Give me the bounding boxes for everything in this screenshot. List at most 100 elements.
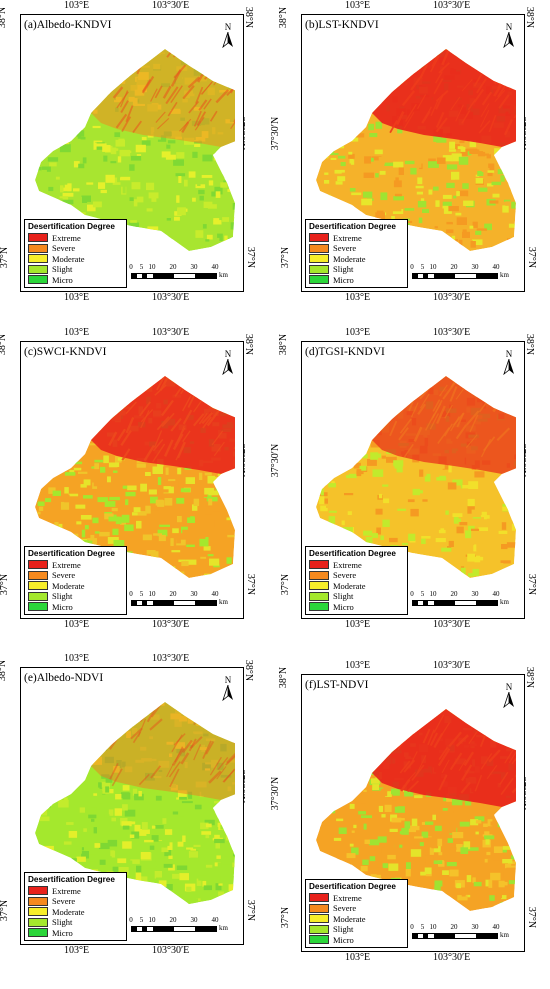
latitude-label: 38°N — [243, 6, 255, 29]
legend-label: Micro — [333, 934, 354, 945]
scale-tick: 10 — [148, 263, 156, 271]
legend-label: Extreme — [52, 232, 81, 243]
legend-label: Extreme — [52, 559, 81, 570]
legend-item: Moderate — [28, 907, 123, 918]
legend-swatch — [28, 907, 48, 917]
legend-item: Severe — [309, 903, 404, 914]
scale-tick: 0 — [410, 923, 414, 931]
legend-item: Slight — [309, 591, 404, 602]
legend-swatch — [309, 254, 329, 264]
latitude-label: 38°N — [278, 6, 290, 29]
map-legend: Desertification Degree Extreme Severe Moder… — [24, 871, 127, 941]
map-frame: (d)TGSI-KNDVI N Desertification Degree Extr… — [301, 341, 525, 619]
legend-label: Slight — [333, 924, 354, 935]
latitude-label: 37°N — [526, 246, 538, 269]
legend-swatch — [309, 570, 329, 580]
map-frame: (a)Albedo-KNDVI N Desertification Degree Ex… — [20, 14, 244, 292]
longitude-label: 103°E — [345, 327, 371, 338]
latitude-label: 37°N — [0, 899, 11, 922]
scale-tick: 5 — [420, 923, 425, 931]
panel-title: (f)LST-NDVI — [305, 679, 369, 691]
latitude-label: 37°N — [0, 246, 11, 269]
map-frame: (b)LST-KNDVI N Desertification Degree Extre… — [301, 14, 525, 292]
latitude-label: 38°N — [0, 333, 9, 356]
legend-item: Extreme — [309, 560, 404, 571]
latitude-label: 37°30′N — [270, 443, 282, 478]
scale-tick: 40 — [492, 263, 500, 271]
legend-swatch — [28, 602, 48, 612]
map-frame: (e)Albedo-NDVI N Desertification Degree Ext… — [20, 667, 244, 945]
scale-bar: 0 5 10 20 30 40 km — [410, 263, 509, 283]
legend-item: Moderate — [309, 581, 404, 592]
latitude-label: 37°N — [526, 573, 538, 596]
legend-label: Slight — [52, 591, 73, 602]
legend-swatch — [309, 914, 329, 924]
longitude-label: 103°E — [64, 327, 90, 338]
north-arrow-icon: N — [502, 23, 516, 49]
scale-unit: km — [219, 924, 228, 932]
scale-bar: 0 5 10 20 30 40 km — [129, 263, 228, 283]
legend-item: Moderate — [309, 254, 404, 265]
latitude-label: 38°N — [278, 333, 290, 356]
longitude-label: 103°E — [345, 660, 371, 671]
scale-tick: 30 — [190, 590, 198, 598]
north-arrow-icon: N — [221, 676, 235, 702]
legend-swatch — [309, 264, 329, 274]
scale-tick: 0 — [129, 916, 133, 924]
map-frame: (c)SWCI-KNDVI N Desertification Degree Extr… — [20, 341, 244, 619]
north-arrow-icon: N — [502, 683, 516, 709]
legend-label: Severe — [52, 243, 76, 254]
longitude-label: 103°30′E — [433, 952, 471, 963]
latitude-label: 37°N — [245, 573, 257, 596]
north-arrow-icon: N — [221, 23, 235, 49]
latitude-label: 37°30′N — [270, 776, 282, 811]
longitude-label: 103°30′E — [433, 292, 471, 303]
legend-swatch — [309, 924, 329, 934]
legend-swatch — [28, 928, 48, 938]
latitude-label: 38°N — [243, 659, 255, 682]
scale-tick: 40 — [492, 590, 500, 598]
legend-item: Slight — [28, 591, 123, 602]
legend-item: Slight — [28, 917, 123, 928]
legend-swatch — [309, 591, 329, 601]
longitude-label: 103°E — [345, 952, 371, 963]
map-panel: 103°E103°30′E103°E103°30′E38°N37°30′N37°… — [0, 653, 261, 957]
scale-tick: 30 — [471, 923, 479, 931]
longitude-label: 103°E — [64, 945, 90, 956]
legend-swatch — [28, 233, 48, 243]
latitude-label: 37°N — [526, 906, 538, 929]
scale-bar: 0 5 10 20 30 40 km — [410, 590, 509, 610]
longitude-label: 103°30′E — [152, 653, 190, 664]
legend-label: Micro — [52, 927, 73, 938]
panel-title: (e)Albedo-NDVI — [24, 672, 104, 684]
legend-item: Severe — [28, 896, 123, 907]
legend-title: Desertification Degree — [28, 874, 115, 884]
longitude-label: 103°E — [64, 292, 90, 303]
north-arrow-icon: N — [221, 350, 235, 376]
longitude-label: 103°E — [64, 0, 90, 11]
legend-label: Extreme — [333, 232, 362, 243]
panel-title: (c)SWCI-KNDVI — [24, 346, 107, 358]
legend-label: Moderate — [333, 580, 366, 591]
legend-swatch — [28, 570, 48, 580]
scale-tick: 5 — [420, 590, 425, 598]
scale-tick: 40 — [211, 916, 219, 924]
scale-unit: km — [500, 931, 509, 939]
longitude-label: 103°30′E — [152, 0, 190, 11]
legend-label: Moderate — [52, 906, 85, 917]
legend-item: Micro — [309, 935, 404, 946]
north-arrow-icon: N — [502, 350, 516, 376]
map-legend: Desertification Degree Extreme Severe Moder… — [24, 218, 127, 288]
scale-tick: 30 — [471, 590, 479, 598]
longitude-label: 103°E — [64, 653, 90, 664]
legend-swatch — [309, 903, 329, 913]
latitude-label: 37°N — [280, 573, 292, 596]
scale-tick: 5 — [420, 263, 425, 271]
legend-label: Extreme — [333, 559, 362, 570]
scale-unit: km — [500, 271, 509, 279]
scale-tick: 0 — [410, 590, 414, 598]
legend-swatch — [28, 591, 48, 601]
latitude-label: 37°30′N — [270, 116, 282, 151]
latitude-label: 37°N — [245, 246, 257, 269]
legend-item: Moderate — [28, 581, 123, 592]
